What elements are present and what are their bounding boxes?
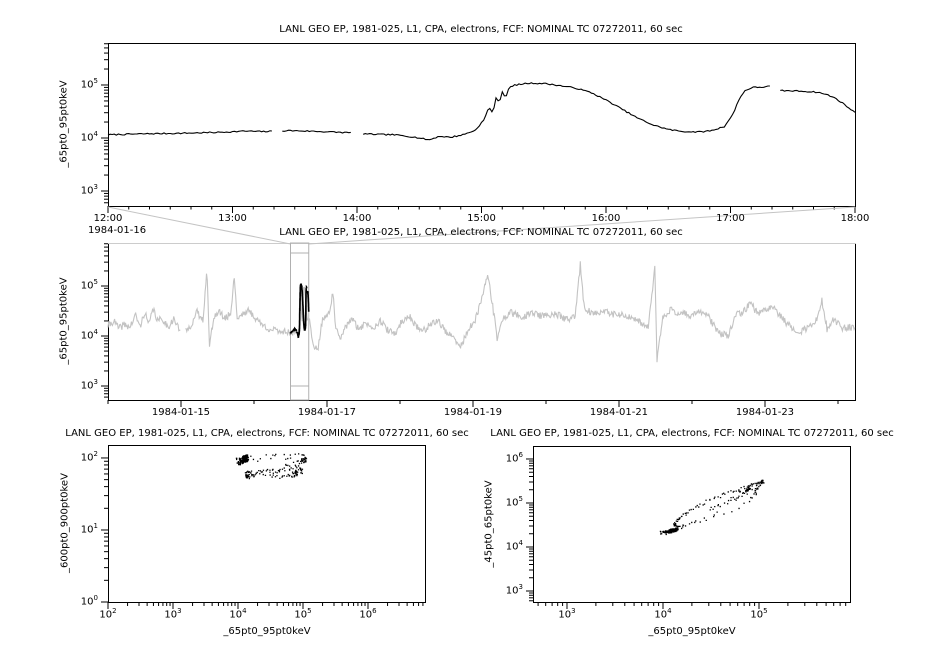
plot-area-scatter-right[interactable] (533, 446, 851, 603)
top-series-line (107, 82, 856, 141)
context-connector-right (308, 206, 856, 245)
context-connector-left (107, 206, 291, 245)
plot-area-overview[interactable] (108, 243, 856, 401)
scatter-left-points (235, 453, 308, 480)
overview-series-line (107, 261, 856, 363)
selection-box[interactable] (289, 242, 310, 401)
plot-area-scatter-left[interactable] (108, 445, 426, 603)
plot-area-top[interactable] (108, 43, 856, 207)
scatter-right-points (659, 479, 765, 536)
overview-highlight-line (289, 283, 310, 339)
